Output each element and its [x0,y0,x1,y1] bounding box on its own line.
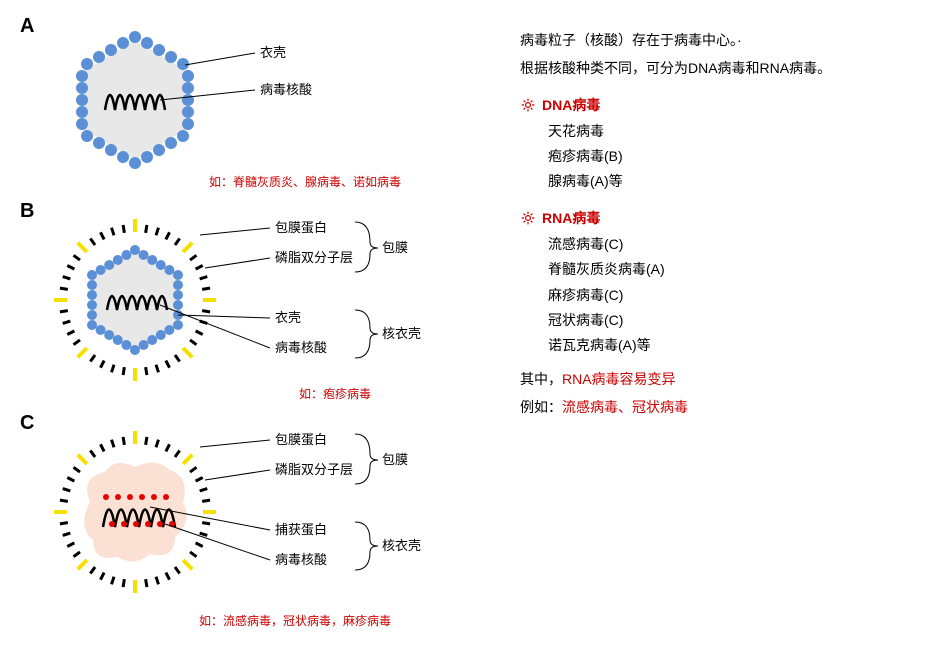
list-item: 疱疹病毒(B) [548,144,919,169]
panel-a: A 衣壳 病毒核酸 [20,15,490,190]
panel-letter: B [20,200,34,223]
label-env-protein: 包膜蛋白 [275,220,327,235]
label-capsid: 衣壳 [260,45,286,60]
rna-heading: RNA病毒 [520,208,919,228]
label-phospholipid-c: 磷脂双分子层 [275,462,353,477]
list-item: 腺病毒(A)等 [548,169,919,194]
label-phospholipid: 磷脂双分子层 [275,250,353,265]
list-item: 流感病毒(C) [548,232,919,257]
gear-icon [520,210,536,226]
panel-letter: C [20,412,34,435]
diagrams-column: A 衣壳 病毒核酸 [20,15,490,639]
gear-icon [520,97,536,113]
dna-list: 天花病毒疱疹病毒(B)腺病毒(A)等 [548,119,919,195]
list-item: 冠状病毒(C) [548,308,919,333]
panel-b: B 包膜蛋白 磷脂双分子层 衣壳 病毒核酸 [20,200,490,402]
virus-a-svg: 衣壳 病毒核酸 [20,15,480,185]
note-2: 例如：流感病毒、冠状病毒 [520,396,919,420]
brace-envelope: 包膜 [382,240,408,255]
intro-line-2: 根据核酸种类不同，可分为DNA病毒和RNA病毒。 [520,57,919,81]
virus-b-svg: 包膜蛋白 磷脂双分子层 衣壳 病毒核酸 包膜 核衣壳 [20,200,490,400]
panel-letter: A [20,15,34,38]
caption-a: 如：脊髓灰质炎、腺病毒、诺如病毒 [120,173,490,190]
label-env-protein-c: 包膜蛋白 [275,432,327,447]
intro-line-1: 病毒粒子（核酸）存在于病毒中心。· [520,29,919,53]
label-nucleic: 病毒核酸 [260,82,312,97]
list-item: 诺瓦克病毒(A)等 [548,333,919,358]
caption-c: 如：流感病毒，冠状病毒，麻疹病毒 [100,612,490,629]
panel-c: C 包膜蛋白 磷脂双分子层 捕获蛋白 病毒 [20,412,490,629]
list-item: 天花病毒 [548,119,919,144]
brace-nucleocapsid-c: 核衣壳 [382,538,421,553]
caption-b: 如：疱疹病毒 [180,385,490,402]
brace-envelope-c: 包膜 [382,452,408,467]
rna-list: 流感病毒(C)脊髓灰质炎病毒(A)麻疹病毒(C)冠状病毒(C)诺瓦克病毒(A)等 [548,232,919,358]
label-capsid-b: 衣壳 [275,310,301,325]
virus-c-svg: 包膜蛋白 磷脂双分子层 捕获蛋白 病毒核酸 包膜 核衣壳 [20,412,490,622]
rna-head-text: RNA病毒 [542,208,600,228]
note-1: 其中，RNA病毒容易变异 [520,368,919,392]
label-nucleic-b: 病毒核酸 [275,340,327,355]
brace-nucleocapsid: 核衣壳 [382,326,421,341]
dna-heading: DNA病毒 [520,95,919,115]
text-column: 病毒粒子（核酸）存在于病毒中心。· 根据核酸种类不同，可分为DNA病毒和RNA病… [520,15,919,639]
list-item: 脊髓灰质炎病毒(A) [548,257,919,282]
label-capture: 捕获蛋白 [275,522,327,537]
label-nucleic-c: 病毒核酸 [275,552,327,567]
dna-head-text: DNA病毒 [542,95,600,115]
list-item: 麻疹病毒(C) [548,283,919,308]
